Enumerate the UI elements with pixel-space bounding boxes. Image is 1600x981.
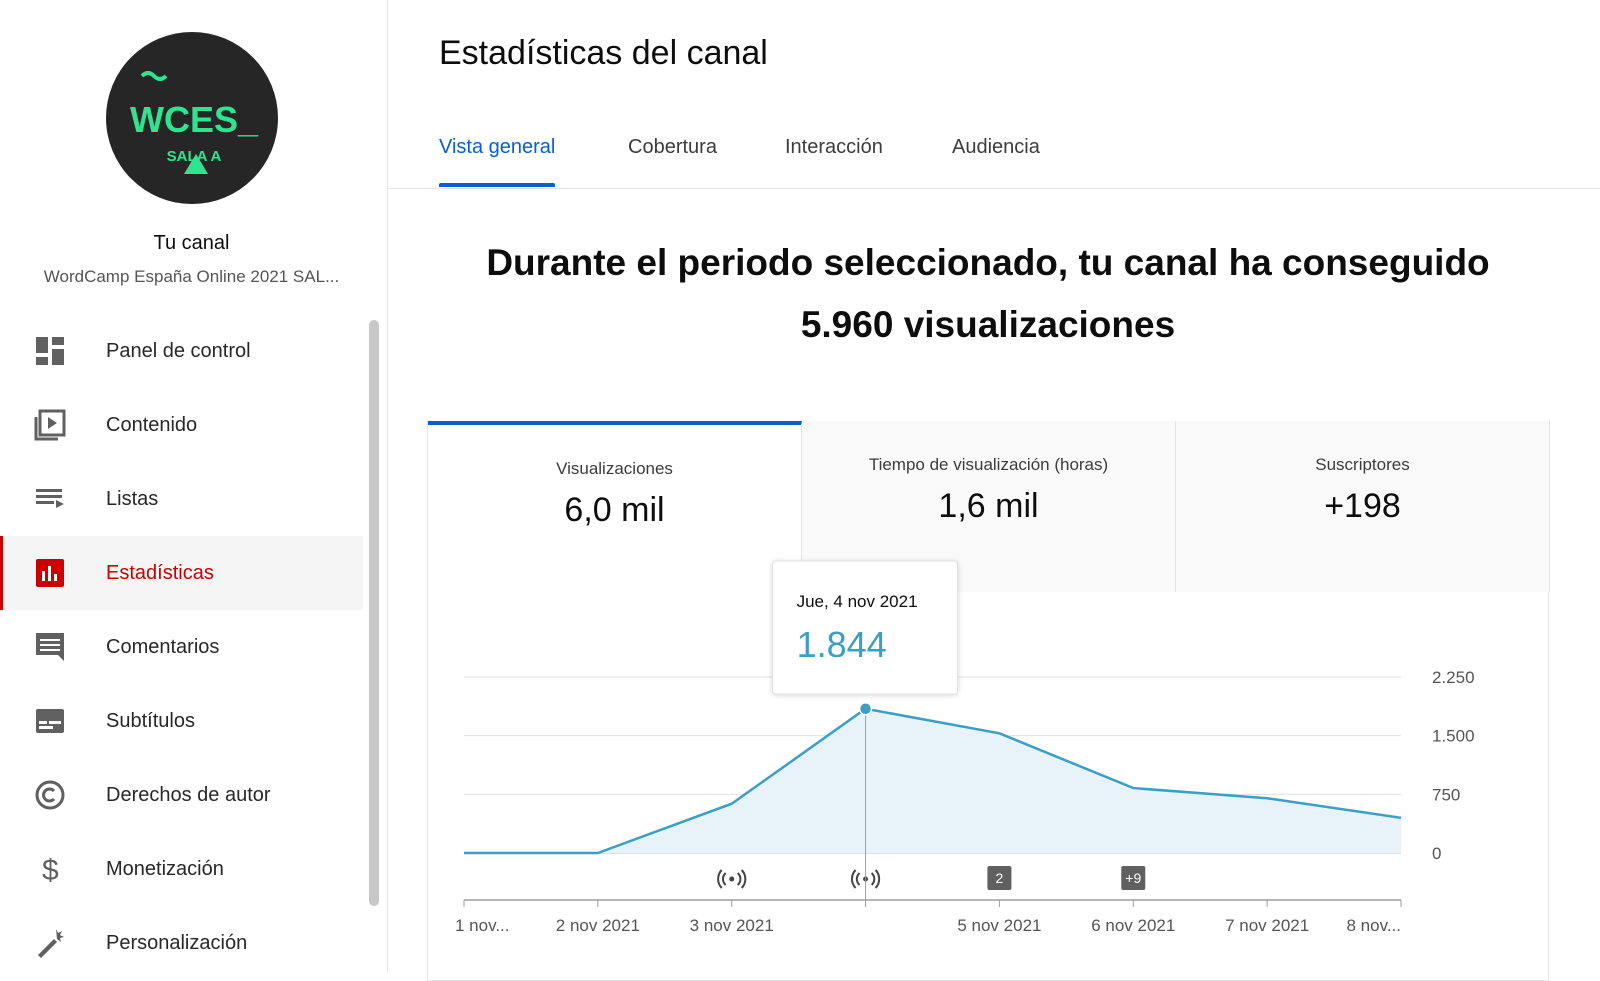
scrollbar[interactable]	[369, 320, 379, 906]
nav-icon	[34, 409, 66, 441]
event-badge-label: +9	[1125, 870, 1141, 886]
nav-item[interactable]: Comentarios	[0, 610, 363, 684]
nav-item[interactable]: Listas	[0, 462, 363, 536]
nav-icon	[36, 559, 64, 587]
live-icon	[717, 869, 747, 889]
nav-item[interactable]: $ Monetización	[0, 832, 363, 906]
x-tick-label: 1 nov...	[455, 916, 510, 935]
x-tick-label: 6 nov 2021	[1091, 916, 1175, 935]
y-tick-label: 0	[1432, 844, 1441, 863]
nav-item[interactable]: Derechos de autor	[0, 758, 363, 832]
metric-label: Suscriptores	[1315, 455, 1410, 474]
nav-label: Estadísticas	[106, 561, 214, 584]
x-tick-label: 2 nov 2021	[556, 916, 640, 935]
sidebar: WCES_ SALA A Tu canal WordCamp España On…	[0, 0, 388, 972]
y-tick-label: 2.250	[1432, 668, 1475, 687]
metric-value: 1,6 mil	[938, 487, 1039, 525]
nav-item[interactable]: Subtítulos	[0, 684, 363, 758]
metric-card[interactable]: Visualizaciones 6,0 mil	[428, 421, 802, 592]
x-tick-label: 5 nov 2021	[957, 916, 1041, 935]
tooltip-value: 1.844	[797, 624, 887, 665]
nav-label: Contenido	[106, 413, 198, 436]
event-badge	[987, 866, 1012, 890]
tab[interactable]: Audiencia	[952, 136, 1040, 158]
channel-name: WordCamp España Online 2021 SAL...	[43, 267, 340, 286]
metric-label: Visualizaciones	[556, 459, 673, 478]
nav-item[interactable]: Contenido	[0, 388, 363, 462]
metric-value: 6,0 mil	[564, 491, 665, 529]
nav-icon	[35, 780, 65, 810]
tab-indicator	[439, 183, 555, 187]
nav-label: Monetización	[106, 857, 224, 880]
point	[858, 702, 873, 716]
nav-item[interactable]: Estadísticas	[0, 536, 363, 610]
x-tick-label: 7 nov 2021	[1225, 916, 1309, 935]
nav-icon	[36, 489, 64, 508]
line	[464, 707, 1402, 855]
nav-icon	[36, 709, 64, 733]
nav-label: Comentarios	[106, 635, 220, 658]
tab[interactable]: Vista general	[439, 136, 556, 158]
headline: Durante el periodo seleccionado, tu cana…	[486, 242, 1490, 345]
x-tick-label: 3 nov 2021	[690, 916, 774, 935]
channel-title: Tu canal	[153, 232, 230, 254]
nav-label: Personalización	[106, 931, 248, 954]
nav-label: Subtítulos	[106, 709, 195, 732]
metric-card[interactable]: Tiempo de visualización (horas) 1,6 mil	[802, 421, 1176, 592]
live-wave	[851, 869, 881, 889]
y-tick-label: 1.500	[1432, 727, 1475, 746]
event-badge-label: 2	[996, 870, 1004, 886]
nav-item[interactable]: Panel de control	[0, 314, 363, 388]
live-wave	[717, 869, 747, 889]
page-title: Estadísticas del canal	[439, 34, 768, 72]
logo-text: WCES_	[130, 99, 259, 140]
nav-icon	[38, 929, 64, 958]
event-badge	[1121, 866, 1146, 890]
tab-divider	[388, 188, 1600, 189]
nav-label: Panel de control	[106, 339, 251, 362]
svg-text:$: $	[42, 854, 59, 885]
metric-value: +198	[1324, 487, 1401, 525]
tab[interactable]: Interacción	[785, 136, 883, 158]
tab[interactable]: Cobertura	[628, 136, 717, 158]
nav-label: Listas	[106, 487, 159, 510]
tooltip	[772, 560, 959, 695]
channel-avatar[interactable]: WCES_ SALA A	[104, 30, 280, 206]
nav-icon: $	[42, 854, 59, 885]
nav-icon	[36, 633, 64, 661]
nav-item[interactable]: Personalización	[0, 906, 363, 980]
x-tick-label: 8 nov...	[1347, 916, 1402, 935]
metric-label: Tiempo de visualización (horas)	[868, 455, 1109, 474]
nav-icon	[36, 337, 64, 365]
nav-label: Derechos de autor	[106, 783, 271, 806]
y-tick-label: 750	[1432, 785, 1460, 804]
tooltip-title: Jue, 4 nov 2021	[797, 592, 918, 611]
area	[464, 708, 1401, 853]
logo-subtext: SALA A	[167, 148, 222, 165]
metric-card[interactable]: Suscriptores +198	[1176, 421, 1550, 592]
live-dot	[729, 876, 735, 882]
